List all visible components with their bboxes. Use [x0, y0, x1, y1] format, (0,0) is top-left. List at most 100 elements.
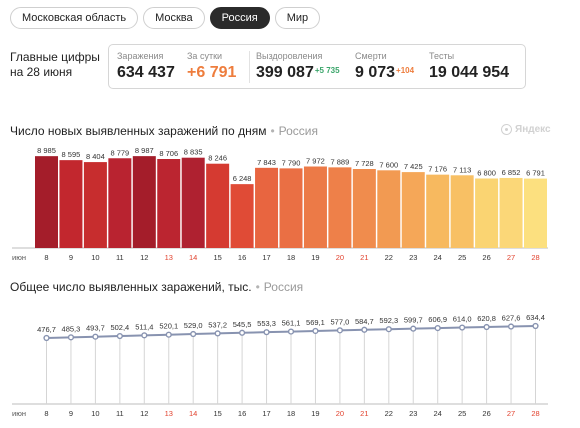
main-figures-date: на 28 июня: [10, 65, 73, 79]
point-value-label: 577,0: [331, 317, 350, 326]
point-value-label: 561,1: [282, 319, 301, 328]
bar-value-label: 8 706: [159, 149, 178, 158]
x-tick-label: 16: [238, 409, 246, 418]
x-tick-label: 11: [116, 409, 124, 418]
x-tick-label: 22: [385, 253, 393, 262]
bar: [303, 166, 327, 248]
point-value-label: 493,7: [86, 324, 105, 333]
x-tick-label: 12: [140, 253, 148, 262]
stat-recovered-delta: +5 735: [314, 66, 340, 75]
point-value-label: 485,3: [62, 324, 81, 333]
yandex-logo: Яндекс: [501, 124, 551, 135]
bar-value-label: 8 985: [37, 146, 56, 155]
data-point: [165, 331, 172, 338]
bar-value-label: 7 425: [404, 162, 423, 171]
bar-value-label: 7 889: [331, 157, 350, 166]
bar: [499, 177, 523, 248]
stat-deaths-delta: +104: [396, 66, 415, 75]
x-tick-label: 26: [482, 409, 490, 418]
stat-cases-label: Заражения: [117, 51, 164, 61]
x-tick-label: 28: [531, 253, 539, 262]
stat-deaths-value: 9 073: [355, 64, 396, 81]
point-value-label: 511,4: [135, 322, 153, 331]
stats-panel: Заражения 634 437 За сутки +6 791 Выздор…: [108, 44, 526, 89]
data-point: [532, 322, 539, 330]
bar-value-label: 8 779: [110, 148, 129, 157]
bar: [108, 158, 132, 248]
stat-recovered-label: Выздоровления: [256, 51, 323, 61]
data-point: [67, 334, 75, 341]
bar: [524, 178, 547, 248]
title-dot-separator: •: [255, 280, 260, 294]
bar-value-label: 7 843: [257, 158, 276, 167]
x-tick-label: 17: [262, 409, 270, 418]
bar: [279, 168, 303, 248]
tab-moscow[interactable]: Москва: [143, 7, 205, 29]
x-tick-label: 21: [360, 253, 368, 262]
bar: [426, 174, 450, 248]
x-tick-label: 10: [91, 409, 99, 418]
stat-tests-label: Тесты: [429, 51, 455, 61]
data-point: [263, 329, 270, 336]
daily-chart-region: Россия: [278, 124, 319, 138]
stat-deaths-value-wrap: 9 073+104: [355, 64, 414, 82]
tab-russia[interactable]: Россия: [209, 7, 270, 29]
point-value-label: 569,1: [306, 318, 325, 327]
data-point: [459, 324, 466, 331]
x-tick-label: 24: [434, 253, 442, 262]
point-value-label: 627,6: [502, 314, 521, 323]
stat-day: За сутки +6 791: [187, 51, 236, 82]
stat-tests-value: 19 044 954: [429, 64, 510, 81]
x-tick-label: 11: [116, 253, 124, 262]
bar: [475, 178, 499, 248]
x-tick-label: 22: [385, 409, 393, 418]
point-value-label: 502,4: [110, 323, 129, 332]
x-tick-label: 27: [507, 409, 515, 418]
bar: [35, 156, 58, 248]
data-point: [287, 328, 295, 335]
data-point: [239, 329, 246, 336]
total-chart-title: Общее число выявленных заражений, тыс. • Р…: [10, 280, 303, 294]
bar: [59, 160, 83, 248]
x-tick-label: 13: [165, 409, 173, 418]
bar-value-label: 8 595: [62, 150, 81, 159]
month-label: июн: [12, 253, 26, 262]
point-value-label: 592,3: [379, 316, 398, 325]
x-tick-label: 28: [531, 409, 539, 418]
data-point: [507, 323, 515, 330]
point-value-label: 529,0: [184, 321, 203, 330]
stat-recovered: Выздоровления 399 087+5 735: [256, 51, 340, 82]
point-value-label: 584,7: [355, 317, 374, 326]
daily-cases-bar-chart: 8 985 8 8 595 9 8 404 10 8 779 11 8 987 12 8 706 13…: [12, 146, 548, 262]
data-point: [483, 323, 490, 331]
x-tick-label: 9: [69, 409, 73, 418]
x-tick-label: 15: [213, 409, 221, 418]
yandex-logo-icon: [501, 124, 512, 135]
data-point: [434, 324, 441, 332]
bar: [377, 170, 401, 248]
bar-value-label: 7 728: [355, 159, 374, 168]
daily-chart-title-text: Число новых выявленных заражений по дням: [10, 124, 267, 138]
x-tick-label: 26: [482, 253, 490, 262]
data-point: [385, 326, 392, 333]
bar-value-label: 8 987: [135, 146, 154, 155]
x-tick-label: 12: [140, 409, 148, 418]
tab-world[interactable]: Мир: [274, 7, 321, 29]
x-tick-label: 15: [213, 253, 221, 262]
x-tick-label: 16: [238, 253, 246, 262]
tab-moscow-oblast[interactable]: Московская область: [10, 7, 139, 29]
stat-recovered-value: 399 087: [256, 64, 314, 81]
x-tick-label: 14: [189, 409, 197, 418]
bar-value-label: 7 972: [306, 157, 325, 166]
title-dot-separator: •: [270, 124, 275, 138]
data-point: [361, 326, 368, 333]
yandex-logo-text: Яндекс: [515, 124, 551, 135]
x-tick-label: 21: [360, 409, 368, 418]
x-tick-label: 20: [336, 409, 344, 418]
x-tick-label: 19: [311, 253, 319, 262]
bar: [157, 159, 181, 248]
bar: [450, 175, 474, 248]
bar-value-label: 8 404: [86, 152, 105, 161]
daily-chart-title: Число новых выявленных заражений по дням…: [10, 124, 318, 138]
point-value-label: 545,5: [233, 320, 252, 329]
